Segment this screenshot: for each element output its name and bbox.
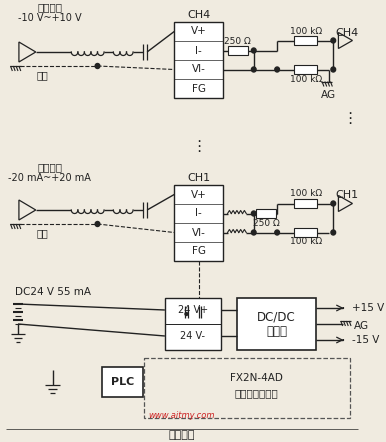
Text: PLC: PLC	[111, 377, 134, 387]
Circle shape	[185, 312, 188, 316]
Text: CH1: CH1	[335, 191, 359, 201]
Circle shape	[251, 230, 256, 235]
Bar	[174, 185, 223, 261]
Text: 250 Ω: 250 Ω	[252, 218, 279, 228]
Bar	[144, 358, 350, 418]
Text: 250 Ω: 250 Ω	[225, 37, 251, 46]
Text: 100 kΩ: 100 kΩ	[290, 75, 322, 84]
Circle shape	[251, 211, 256, 216]
Circle shape	[251, 48, 256, 53]
Circle shape	[95, 221, 100, 226]
Text: V+: V+	[191, 27, 207, 37]
Text: 24 V+: 24 V+	[178, 305, 208, 315]
Text: VI-: VI-	[191, 65, 205, 75]
Text: www.aitmy.com: www.aitmy.com	[149, 412, 215, 420]
Bar	[294, 36, 317, 45]
Text: VI-: VI-	[191, 228, 205, 237]
Text: 24 V-: 24 V-	[180, 331, 205, 341]
Text: FX2N-4AD: FX2N-4AD	[230, 373, 283, 383]
Bar	[294, 199, 317, 208]
Text: -15 V: -15 V	[352, 335, 379, 345]
Text: 屏蔽: 屏蔽	[37, 70, 48, 80]
Text: 100 kΩ: 100 kΩ	[290, 27, 322, 35]
Text: 屏蔽: 屏蔽	[37, 228, 48, 238]
Text: CH4: CH4	[335, 27, 359, 38]
Bar	[256, 209, 276, 218]
Text: 电压输入: 电压输入	[37, 2, 62, 12]
Text: I-: I-	[195, 46, 202, 56]
Circle shape	[331, 230, 335, 235]
Text: FG: FG	[191, 247, 206, 256]
Text: ⋮: ⋮	[191, 140, 206, 155]
Text: V+: V+	[191, 190, 207, 199]
Bar	[102, 367, 143, 397]
Bar	[165, 298, 221, 350]
Text: +15 V: +15 V	[352, 303, 384, 313]
Circle shape	[331, 201, 335, 206]
Bar	[174, 22, 223, 98]
Text: AG: AG	[321, 89, 336, 99]
Text: 100 kΩ: 100 kΩ	[290, 237, 322, 247]
Text: 模拟量输入模块: 模拟量输入模块	[235, 388, 278, 398]
Circle shape	[275, 67, 279, 72]
Text: 电流输入: 电流输入	[37, 162, 62, 172]
Text: ⋮: ⋮	[342, 110, 358, 126]
Text: CH4: CH4	[187, 10, 210, 20]
Text: I-: I-	[195, 209, 202, 218]
Bar	[228, 46, 248, 55]
Text: -20 mA~+20 mA: -20 mA~+20 mA	[8, 173, 91, 183]
Bar	[294, 65, 317, 74]
Text: FG: FG	[191, 84, 206, 94]
Text: -10 V~+10 V: -10 V~+10 V	[18, 13, 81, 23]
Bar	[294, 228, 317, 237]
Circle shape	[95, 64, 100, 69]
Bar	[237, 298, 317, 350]
Text: 扩展电缆: 扩展电缆	[168, 430, 195, 440]
Text: DC24 V 55 mA: DC24 V 55 mA	[15, 287, 91, 297]
Text: AG: AG	[354, 321, 369, 331]
Text: 100 kΩ: 100 kΩ	[290, 190, 322, 198]
Text: DC/DC
转换器: DC/DC 转换器	[257, 310, 296, 338]
Text: CH1: CH1	[187, 173, 210, 183]
Circle shape	[275, 230, 279, 235]
Circle shape	[331, 67, 335, 72]
Circle shape	[331, 38, 335, 43]
Circle shape	[251, 67, 256, 72]
